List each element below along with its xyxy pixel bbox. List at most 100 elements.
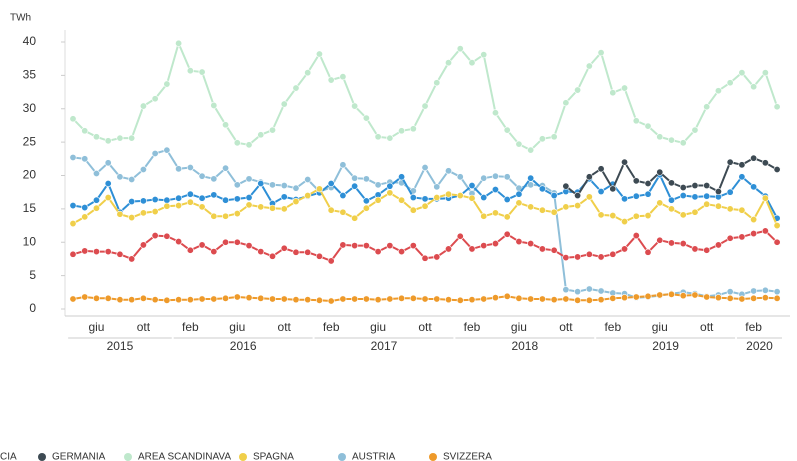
- data-point: [703, 103, 711, 111]
- data-point: [632, 212, 640, 220]
- data-point: [139, 102, 147, 110]
- data-point: [280, 244, 288, 252]
- x-tick-label: ott: [700, 320, 714, 334]
- data-point: [163, 202, 171, 210]
- data-point: [515, 190, 523, 198]
- data-point: [315, 252, 323, 260]
- data-point: [245, 194, 253, 202]
- data-point: [644, 212, 652, 220]
- data-point: [609, 250, 617, 258]
- data-point: [104, 159, 112, 167]
- data-point: [562, 254, 570, 262]
- y-tick-label: 5: [29, 268, 36, 282]
- data-point: [562, 286, 570, 294]
- data-point: [656, 168, 664, 176]
- data-point: [398, 196, 406, 204]
- data-point: [503, 292, 511, 300]
- data-point: [491, 294, 499, 302]
- data-point: [585, 250, 593, 258]
- data-point: [515, 238, 523, 246]
- data-point: [409, 194, 417, 202]
- data-point: [280, 100, 288, 108]
- data-point: [527, 146, 535, 154]
- data-point: [550, 296, 558, 304]
- data-point: [597, 253, 605, 261]
- data-point: [433, 183, 441, 191]
- x-group-label: 2016: [230, 339, 257, 353]
- data-point: [691, 245, 699, 253]
- y-tick-label: 35: [23, 68, 37, 82]
- data-point: [621, 294, 629, 302]
- data-point: [151, 95, 159, 103]
- data-point: [456, 173, 464, 181]
- data-point: [175, 296, 183, 304]
- data-point: [409, 206, 417, 214]
- data-point: [257, 180, 265, 188]
- data-point: [186, 296, 194, 304]
- data-point: [374, 296, 382, 304]
- data-point: [597, 49, 605, 57]
- data-point: [386, 242, 394, 250]
- data-point: [679, 184, 687, 192]
- data-point: [245, 141, 253, 149]
- data-point: [186, 198, 194, 206]
- data-point: [292, 184, 300, 192]
- data-point: [456, 192, 464, 200]
- data-point: [538, 295, 546, 303]
- data-point: [644, 180, 652, 188]
- data-point: [222, 238, 230, 246]
- data-point: [104, 248, 112, 256]
- data-point: [773, 294, 781, 302]
- data-point: [351, 214, 359, 222]
- data-point: [503, 126, 511, 134]
- data-point: [691, 193, 699, 201]
- data-point: [480, 242, 488, 250]
- data-point: [644, 190, 652, 198]
- data-point: [550, 208, 558, 216]
- data-point: [761, 294, 769, 302]
- data-point: [257, 248, 265, 256]
- data-point: [503, 173, 511, 181]
- data-point: [69, 153, 77, 161]
- data-point: [409, 242, 417, 250]
- data-point: [292, 248, 300, 256]
- data-point: [738, 173, 746, 181]
- x-tick-label: giu: [88, 320, 104, 334]
- data-point: [750, 294, 758, 302]
- data-point: [750, 154, 758, 162]
- data-point: [714, 241, 722, 249]
- data-point: [139, 209, 147, 217]
- data-point: [280, 182, 288, 190]
- data-point: [468, 59, 476, 67]
- data-point: [574, 288, 582, 296]
- data-point: [574, 296, 582, 304]
- data-point: [315, 185, 323, 193]
- data-point: [339, 295, 347, 303]
- x-tick-label: ott: [278, 320, 292, 334]
- x-group-label: 2017: [371, 339, 398, 353]
- data-point: [679, 192, 687, 200]
- data-point: [527, 203, 535, 211]
- data-point: [644, 122, 652, 130]
- data-point: [679, 211, 687, 219]
- data-point: [175, 165, 183, 173]
- data-point: [738, 69, 746, 77]
- data-point: [574, 202, 582, 210]
- data-point: [409, 294, 417, 302]
- data-point: [398, 294, 406, 302]
- data-point: [386, 134, 394, 142]
- data-point: [667, 179, 675, 187]
- data-point: [562, 182, 570, 190]
- data-point: [726, 288, 734, 296]
- data-point: [738, 161, 746, 169]
- data-point: [421, 102, 429, 110]
- data-point: [667, 205, 675, 213]
- data-point: [738, 206, 746, 214]
- data-point: [761, 159, 769, 167]
- data-point: [597, 287, 605, 295]
- data-point: [750, 230, 758, 238]
- data-point: [632, 177, 640, 185]
- data-point: [304, 176, 312, 184]
- legend-marker: [239, 453, 247, 461]
- data-point: [667, 290, 675, 298]
